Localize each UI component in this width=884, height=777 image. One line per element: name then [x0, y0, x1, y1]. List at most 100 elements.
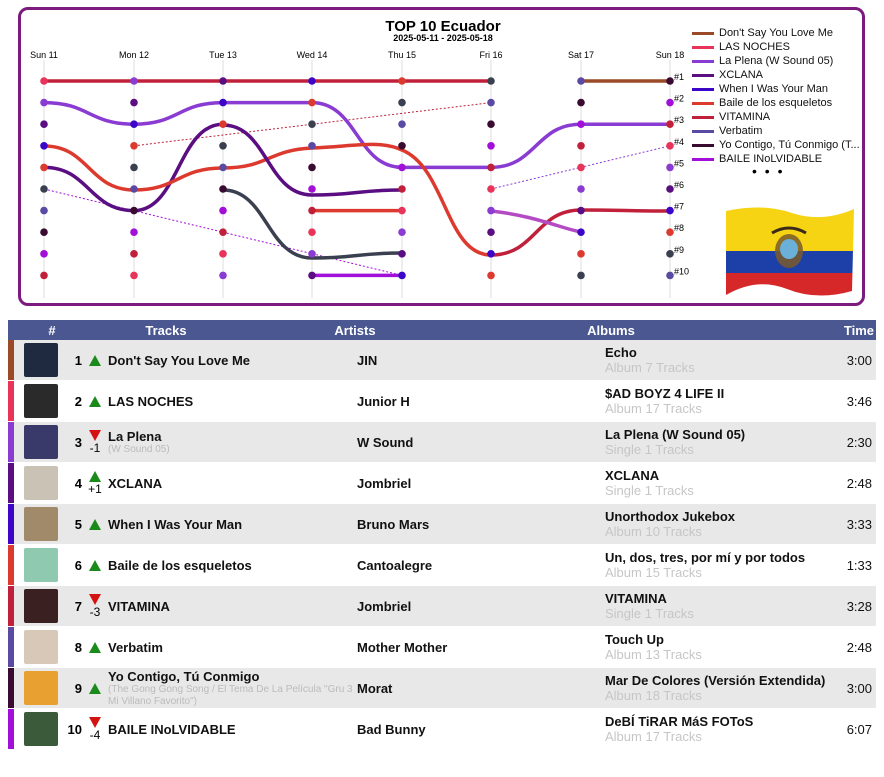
artist-name[interactable]: W Sound	[357, 434, 414, 450]
chart-point	[666, 98, 674, 107]
album-name: Unorthodox Jukebox	[605, 508, 736, 524]
chart-point	[666, 185, 674, 193]
table-row[interactable]: 2 LAS NOCHES Junior H $AD BOYZ 4 LIFE II Alb…	[8, 381, 876, 422]
table-row[interactable]: 6 Baile de los esqueletos Cantoalegre Un, d…	[8, 545, 876, 586]
album-cell[interactable]: Unorthodox Jukebox Album 10 Tracks	[605, 509, 835, 540]
header-tracks: Tracks	[145, 322, 187, 338]
chart-point	[577, 77, 585, 85]
table-row[interactable]: 9 Yo Contigo, Tú Conmigo (The Gong Gong So…	[8, 668, 876, 709]
legend-label: LAS NOCHES	[719, 41, 790, 53]
artist-name[interactable]: Bruno Mars	[357, 516, 430, 532]
album-cell[interactable]: La Plena (W Sound 05) Single 1 Tracks	[605, 427, 835, 458]
chart-point	[219, 163, 227, 172]
track-cell[interactable]: La Plena (W Sound 05)	[108, 429, 357, 456]
chart-point	[219, 250, 227, 258]
table-row[interactable]: 3 -1 La Plena (W Sound 05) W Sound La Plena (…	[8, 422, 876, 463]
album-cell[interactable]: Mar De Colores (Versión Extendida) Album …	[605, 673, 835, 704]
album-cell[interactable]: Touch Up Album 13 Tracks	[605, 632, 835, 663]
legend-item: VITAMINA	[692, 110, 862, 124]
artist-name[interactable]: Mother Mother	[357, 639, 448, 655]
chart-subtitle: 2025-05-11 - 2025-05-18	[393, 33, 493, 43]
x-tick-label: Fri 16	[479, 50, 502, 60]
artist-name[interactable]: Bad Bunny	[357, 721, 426, 737]
chart-point	[577, 142, 585, 150]
album-cell[interactable]: VITAMINA Single 1 Tracks	[605, 591, 835, 622]
artist-name[interactable]: JIN	[357, 352, 378, 368]
chart-point	[487, 163, 495, 172]
legend-item: Verbatim	[692, 124, 862, 138]
track-cell[interactable]: BAILE INoLVIDABLE	[108, 722, 357, 737]
table-row[interactable]: 10 -4 BAILE INoLVIDABLE Bad Bunny DeBÍ TiRAR…	[8, 709, 876, 750]
track-cell[interactable]: VITAMINA	[108, 599, 357, 614]
track-name: VITAMINA	[108, 598, 170, 614]
table-row[interactable]: 5 When I Was Your Man Bruno Mars Unorthodox…	[8, 504, 876, 545]
table-row[interactable]: 7 -3 VITAMINA Jombriel VITAMINA Single 1 Trac…	[8, 586, 876, 627]
rank-color-stripe	[8, 586, 14, 626]
album-cell[interactable]: XCLANA Single 1 Tracks	[605, 468, 835, 499]
chart-point	[219, 185, 227, 193]
album-cover	[24, 712, 58, 746]
chart-point	[487, 250, 495, 258]
chart-point	[40, 163, 48, 172]
rank-color-stripe	[8, 504, 14, 544]
track-name: Don't Say You Love Me	[108, 352, 251, 368]
rank-change	[86, 395, 104, 407]
rank-number: 8	[74, 639, 82, 655]
artist-name[interactable]: Junior H	[357, 393, 410, 409]
table-row[interactable]: 4 +1 XCLANA Jombriel XCLANA Single 1 Tracks 2:…	[8, 463, 876, 504]
track-cell[interactable]: LAS NOCHES	[108, 394, 357, 409]
track-time: 2:30	[846, 434, 872, 450]
legend-item: When I Was Your Man	[692, 82, 862, 96]
rank-color-stripe	[8, 340, 14, 380]
album-cell[interactable]: $AD BOYZ 4 LIFE II Album 17 Tracks	[605, 386, 835, 417]
artist-name[interactable]: Jombriel	[357, 598, 412, 614]
artist-name[interactable]: Cantoalegre	[357, 557, 433, 573]
rank-change: -3	[86, 593, 104, 619]
track-cell[interactable]: Yo Contigo, Tú Conmigo (The Gong Gong Son…	[108, 669, 357, 708]
track-cell[interactable]: Don't Say You Love Me	[108, 353, 357, 368]
chart-point	[308, 142, 316, 150]
album-info: Album 7 Tracks	[605, 359, 695, 375]
chart-point	[130, 250, 138, 258]
arrow-down-icon	[89, 593, 101, 605]
table-row[interactable]: 8 Verbatim Mother Mother Touch Up Album 13 T…	[8, 627, 876, 668]
track-cell[interactable]: Verbatim	[108, 640, 357, 655]
chart-legend: Don't Say You Love Me LAS NOCHES La Plena …	[692, 26, 862, 178]
series-line	[490, 209, 582, 234]
artist-name[interactable]: Morat	[357, 680, 393, 696]
legend-label: Verbatim	[719, 125, 763, 137]
chart-point	[130, 142, 138, 150]
table-row[interactable]: 1 Don't Say You Love Me JIN Echo Album 7 Tra…	[8, 340, 876, 381]
track-cell[interactable]: Baile de los esqueletos	[108, 558, 357, 573]
chart-point	[577, 120, 585, 128]
rank-change: +1	[86, 470, 104, 496]
rank-change	[86, 518, 104, 530]
x-tick-label: Thu 15	[388, 50, 416, 60]
album-info: Single 1 Tracks	[605, 441, 694, 457]
chart-point	[398, 228, 406, 236]
x-tick-label: Sat 17	[568, 50, 594, 60]
rank-tick-label: #8	[674, 223, 684, 233]
chart-point	[666, 271, 674, 280]
track-cell[interactable]: When I Was Your Man	[108, 517, 357, 532]
album-name: XCLANA	[605, 467, 660, 483]
album-cover	[24, 671, 58, 705]
rank-number: 1	[74, 352, 82, 368]
rank-delta: +1	[88, 481, 102, 496]
album-cover	[24, 507, 58, 541]
album-cell[interactable]: Echo Album 7 Tracks	[605, 345, 835, 376]
rank-change	[86, 682, 104, 694]
artist-name[interactable]: Jombriel	[357, 475, 412, 491]
rank-color-stripe	[8, 668, 14, 708]
album-info: Single 1 Tracks	[605, 482, 694, 498]
track-cell[interactable]: XCLANA	[108, 476, 357, 491]
album-cell[interactable]: DeBÍ TiRAR MáS FOToS Album 17 Tracks	[605, 714, 835, 745]
album-info: Album 18 Tracks	[605, 687, 702, 703]
album-cell[interactable]: Un, dos, tres, por mí y por todos Album 1…	[605, 550, 835, 581]
legend-label: La Plena (W Sound 05)	[719, 55, 834, 67]
track-name: Yo Contigo, Tú Conmigo	[108, 668, 260, 684]
rank-number: 7	[74, 598, 82, 614]
chart-point	[308, 250, 316, 258]
rank-tick-label: #6	[674, 180, 684, 190]
